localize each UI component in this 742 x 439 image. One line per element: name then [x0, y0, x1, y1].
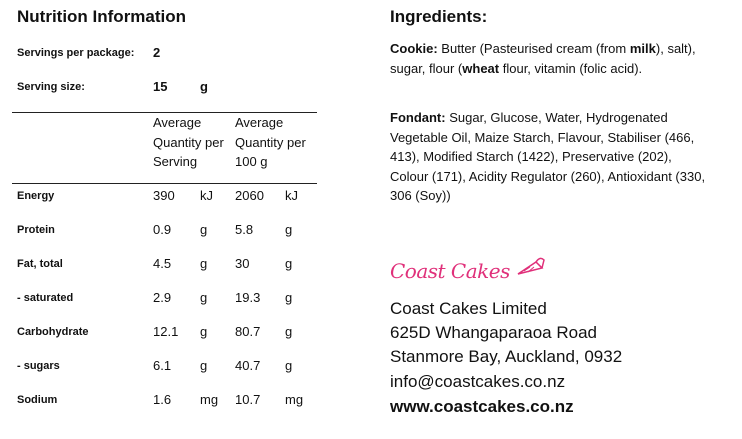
per-serving-value: 1.6 [153, 392, 172, 407]
per-serving-unit: mg [200, 392, 219, 407]
text-run: Butter (Pasteurised cream (from [441, 41, 627, 56]
per-100g-value: 30 [235, 256, 250, 271]
cookie-ingredients: Cookie: Butter (Pasteurised cream (from … [390, 39, 710, 78]
per-100g-value: 80.7 [235, 324, 261, 339]
per-100g-unit: kJ [285, 188, 298, 203]
fondant-label: Fondant: [390, 110, 446, 125]
nutrient-name: Fat, total [17, 258, 63, 270]
per-serving-value: 390 [153, 188, 175, 203]
address-line: 625D Whangaparaoa Road [390, 323, 597, 342]
allergen: milk [629, 41, 656, 56]
serving-size-value: 15 [153, 79, 168, 94]
company-logo: Coast Cakes [390, 254, 546, 283]
per-serving-value: 2.9 [153, 290, 172, 305]
per-100g-unit: mg [285, 392, 304, 407]
per-100g-unit: g [285, 256, 293, 271]
address-line: Stanmore Bay, Auckland, 0932 [390, 347, 623, 366]
per-100g-value: 10.7 [235, 392, 261, 407]
table-rule [12, 112, 317, 113]
per-100g-value: 5.8 [235, 222, 254, 237]
per-serving-unit: kJ [200, 188, 213, 203]
per-serving-value: 12.1 [153, 324, 179, 339]
email: info@coastcakes.co.nz [390, 372, 566, 391]
per-serving-unit: g [200, 222, 208, 237]
address-line: Coast Cakes Limited [390, 299, 547, 318]
cookie-label: Cookie: [390, 41, 438, 56]
per-serving-value: 0.9 [153, 222, 172, 237]
nutrient-name: Protein [17, 224, 55, 236]
fondant-ingredients: Fondant: Sugar, Glucose, Water, Hydrogen… [390, 108, 710, 206]
nutrition-title: Nutrition Information [17, 7, 187, 26]
nutrient-name: - saturated [17, 292, 74, 304]
per-100g-unit: g [285, 222, 293, 237]
per-serving-unit: g [200, 324, 208, 339]
serving-size-label: Serving size: [17, 81, 85, 93]
per-serving-unit: g [200, 290, 208, 305]
logo-text: Coast Cakes [390, 259, 510, 283]
per-serving-value: 4.5 [153, 256, 172, 271]
ingredients-title: Ingredients: [390, 7, 488, 26]
column-header: Average Quantity per 100 g [235, 115, 306, 169]
servings-label: Servings per package: [17, 47, 135, 59]
column-header: Average Quantity per Serving [153, 115, 224, 169]
per-100g-unit: g [285, 324, 293, 339]
per-100g-value: 40.7 [235, 358, 261, 373]
nutrient-name: Carbohydrate [17, 326, 89, 338]
text-run: Sugar, Glucose, Water, Hydrogenated Vege… [390, 110, 706, 203]
per-serving-value: 6.1 [153, 358, 172, 373]
table-rule [12, 183, 317, 184]
serving-size-unit: g [200, 79, 208, 94]
nutrient-name: Energy [17, 190, 55, 202]
nutrient-name: Sodium [17, 394, 58, 406]
nutrient-name: - sugars [17, 360, 60, 372]
per-serving-unit: g [200, 256, 208, 271]
per-serving-unit: g [200, 358, 208, 373]
servings-value: 2 [153, 45, 161, 60]
per-100g-unit: g [285, 358, 293, 373]
per-100g-unit: g [285, 290, 293, 305]
text-run: flour, vitamin (folic acid). [502, 60, 643, 76]
text-run: ), salt), sugar, flour ( [390, 41, 696, 76]
piping-bag-icon [517, 257, 545, 275]
allergen: wheat [462, 60, 500, 76]
per-100g-value: 2060 [235, 188, 264, 203]
website: www.coastcakes.co.nz [390, 397, 574, 416]
per-100g-value: 19.3 [235, 290, 261, 305]
